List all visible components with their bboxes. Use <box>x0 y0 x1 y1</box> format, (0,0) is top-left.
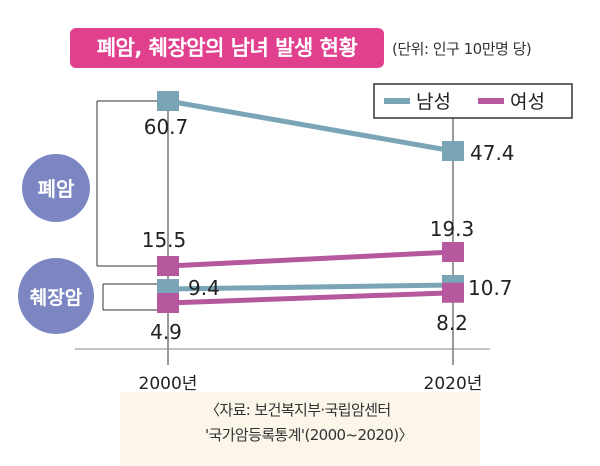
x-tick-label-2000: 2000년 <box>139 374 198 394</box>
x-tick-label-2020: 2020년 <box>424 374 483 394</box>
unit-label: (단위: 인구 10만명 당) <box>392 40 532 58</box>
series-line-4.9-8.2 <box>167 290 454 306</box>
data-label-19.3: 19.3 <box>430 217 475 241</box>
series-line-9.4-10.7 <box>167 282 454 292</box>
legend-label-male: 남성 <box>416 91 451 113</box>
category-label-lung: 폐암 <box>38 177 75 201</box>
data-point-4.9 <box>157 293 179 313</box>
legend-label-female: 여성 <box>510 91 545 113</box>
category-circle-lung <box>22 154 90 222</box>
source-line-2: '국가암등록통계'(2000~2020)〉 <box>205 426 413 444</box>
data-label-15.5: 15.5 <box>142 228 187 252</box>
data-point-47.4 <box>442 141 464 161</box>
category-circle-pancreas <box>18 258 94 334</box>
series-line-60.7-47.4 <box>167 98 454 154</box>
data-point-8.2 <box>442 282 464 303</box>
data-label-8.2: 8.2 <box>436 311 468 335</box>
data-label-47.4: 47.4 <box>470 141 515 165</box>
category-label-pancreas: 췌장암 <box>30 287 83 309</box>
data-point-15.5 <box>157 256 179 276</box>
chart-title: 폐암, 췌장암의 남녀 발생 현황 <box>70 28 384 68</box>
data-label-10.7: 10.7 <box>468 276 513 300</box>
data-label-4.9: 4.9 <box>150 320 182 344</box>
data-point-19.3 <box>442 242 464 262</box>
source-line-1: 〈자료: 보건복지부·국립암센터 <box>205 401 391 419</box>
data-point-60.7 <box>157 91 179 111</box>
data-label-9.4: 9.4 <box>188 276 220 300</box>
source-box <box>120 392 480 466</box>
series-line-15.5-19.3 <box>167 249 454 269</box>
data-label-60.7: 60.7 <box>144 115 189 139</box>
